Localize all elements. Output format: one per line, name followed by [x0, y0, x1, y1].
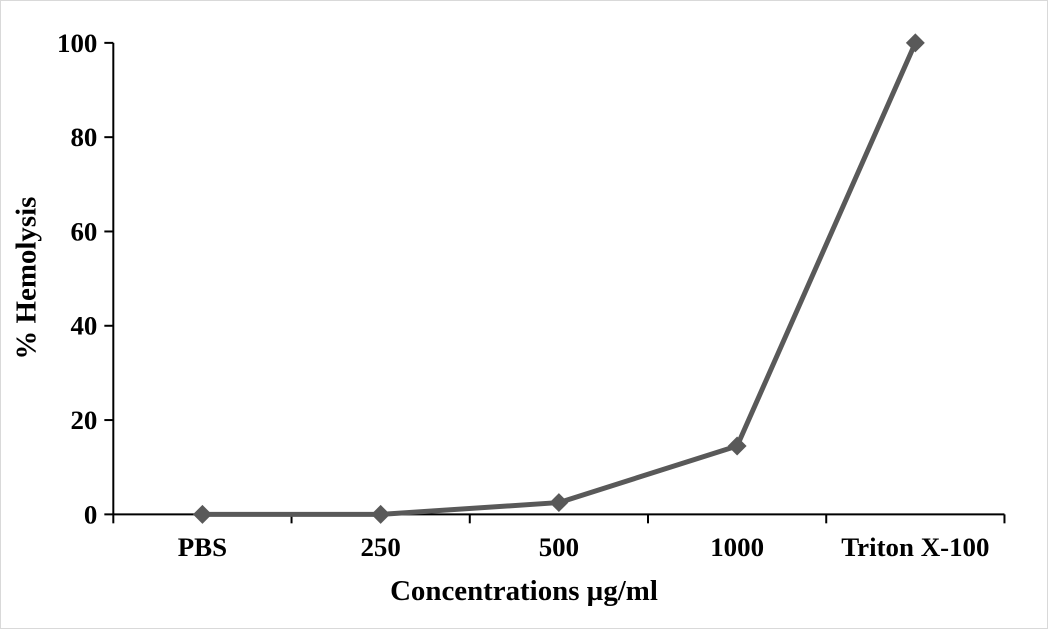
y-tick-label: 20: [70, 405, 97, 435]
x-tick-label: 500: [539, 532, 579, 562]
y-axis-title: % Hemolysis: [11, 197, 43, 360]
data-point-marker: [905, 33, 925, 53]
y-tick-label: 80: [70, 122, 97, 152]
series-line: [199, 40, 918, 517]
y-tick-label: 40: [70, 311, 97, 341]
x-tick-label: Triton X-100: [841, 532, 989, 562]
x-axis-title: Concentrations µg/ml: [390, 575, 658, 607]
y-tick-label: 60: [70, 216, 97, 246]
y-tick-label: 100: [57, 28, 97, 58]
data-point-marker: [549, 493, 569, 513]
data-point-marker: [371, 504, 391, 524]
y-tick-label: 0: [84, 499, 97, 529]
data-point-marker: [192, 504, 212, 524]
x-tick-label: PBS: [178, 532, 227, 562]
plot-area: 0 20 40 60 80 100 PBS 250 500 1000 Triton X-100: [57, 28, 1006, 562]
x-tick-label: 1000: [710, 532, 764, 562]
x-tick-label: 250: [360, 532, 400, 562]
data-point-marker: [727, 436, 747, 456]
